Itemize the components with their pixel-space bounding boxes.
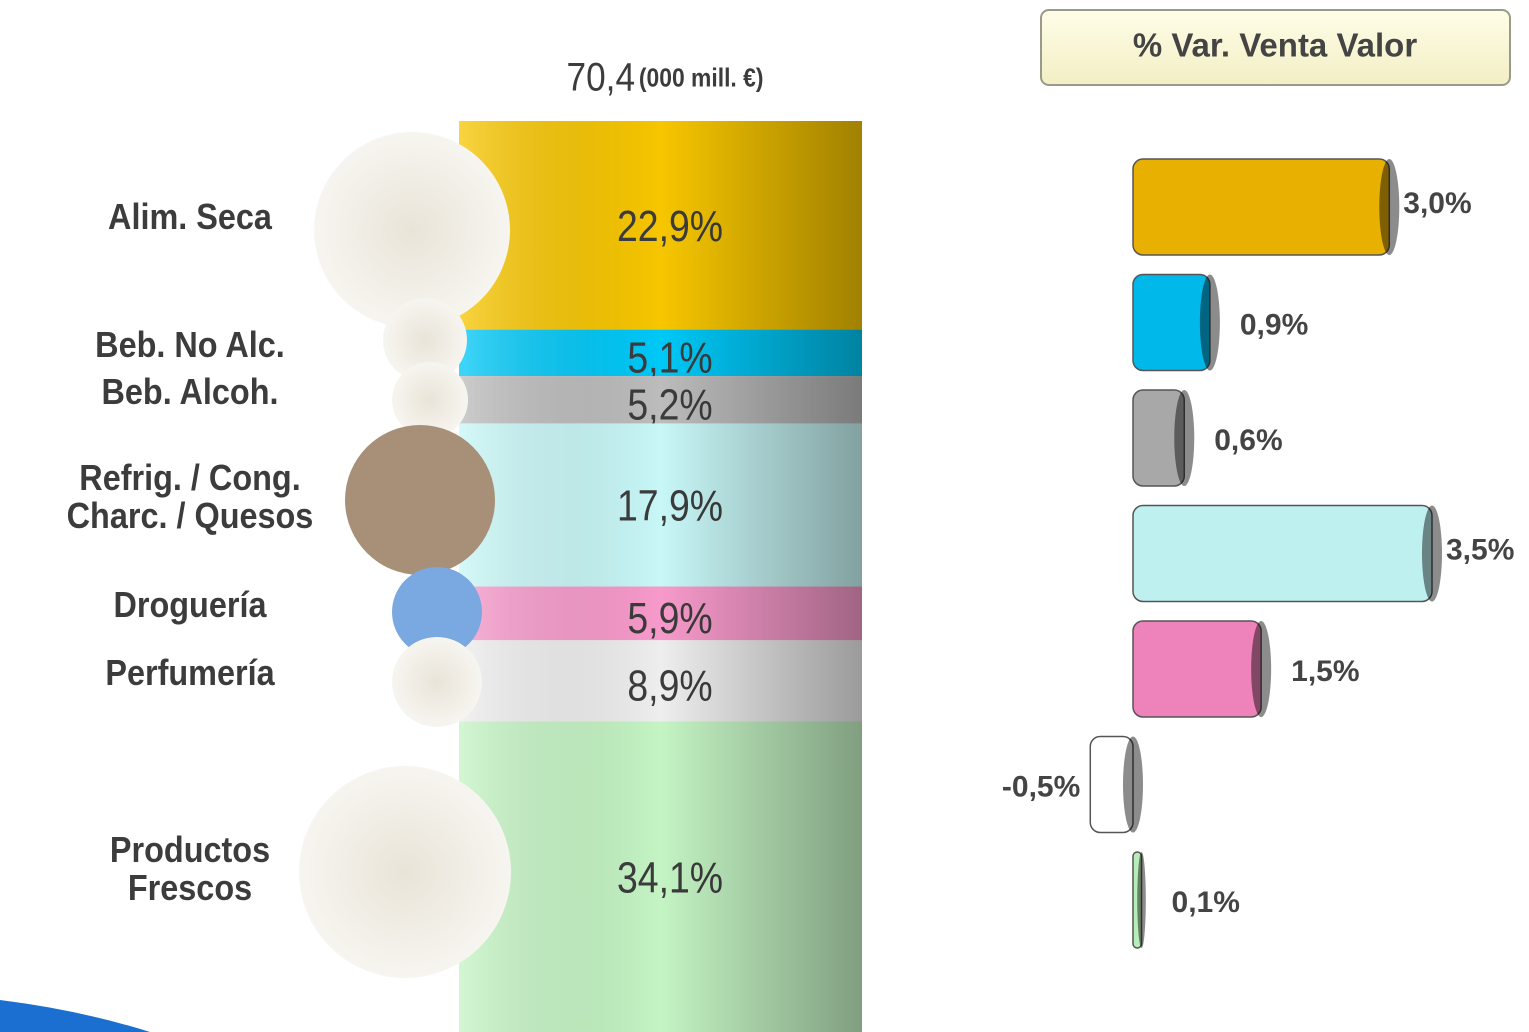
- total: 70,4: [567, 54, 635, 99]
- bar-end: [1251, 621, 1272, 717]
- value-label: 0,1%: [1172, 886, 1240, 919]
- category-label: Productos Frescos: [109, 828, 271, 908]
- photo: [345, 425, 495, 575]
- unit: (000 mill. €): [639, 65, 764, 94]
- bar: [1132, 273, 1211, 372]
- chart-title: 70,4 (000 mill. €): [567, 54, 764, 99]
- bar-end: [1422, 505, 1442, 602]
- photo: [392, 637, 482, 727]
- bar: [1132, 504, 1433, 603]
- bar-end: [1199, 274, 1220, 371]
- bar-end: [1174, 390, 1195, 486]
- category-label: Beb. No Alc.: [95, 323, 285, 365]
- value-label: 0,6%: [1214, 424, 1282, 457]
- value-label: 3,0%: [1403, 187, 1471, 220]
- title-box: [1040, 9, 1511, 86]
- column-shade: [459, 121, 862, 1032]
- swoosh: [0, 1000, 150, 1032]
- photo: [392, 567, 482, 657]
- category-label: Beb. Alcoh.: [101, 370, 279, 412]
- bar-end: [1123, 736, 1143, 833]
- bar-chart: 3,0% 0,9% 0,6% 3,5% 1,5% -0,5% 0,1%: [1002, 158, 1514, 949]
- bar: [1132, 851, 1143, 949]
- bar: [1089, 735, 1134, 834]
- bar: [1132, 158, 1391, 256]
- photo: [392, 362, 468, 438]
- bar-end: [1379, 159, 1400, 255]
- category-label: Refrig. / Cong. Charc. / Quesos: [66, 456, 314, 536]
- bar: [1132, 389, 1186, 487]
- category-label: Perfumería: [105, 651, 275, 693]
- value-label: -0,5%: [1002, 770, 1080, 803]
- value-label: 1,5%: [1291, 655, 1359, 688]
- value-label: 0,9%: [1240, 308, 1308, 341]
- bar: [1132, 620, 1262, 718]
- photo: [383, 298, 467, 382]
- value-label: 3,5%: [1446, 533, 1514, 566]
- stacked-column: 22,9%5,1%5,2%17,9%5,9%8,9%34,1%: [459, 121, 862, 1032]
- photo: [299, 766, 511, 978]
- chart-title: % Var. Venta Valor: [1133, 27, 1417, 64]
- bar-end: [1137, 852, 1146, 948]
- photo: [314, 132, 510, 328]
- category-label: Alim. Seca: [108, 196, 272, 238]
- category-label: Droguería: [113, 584, 267, 626]
